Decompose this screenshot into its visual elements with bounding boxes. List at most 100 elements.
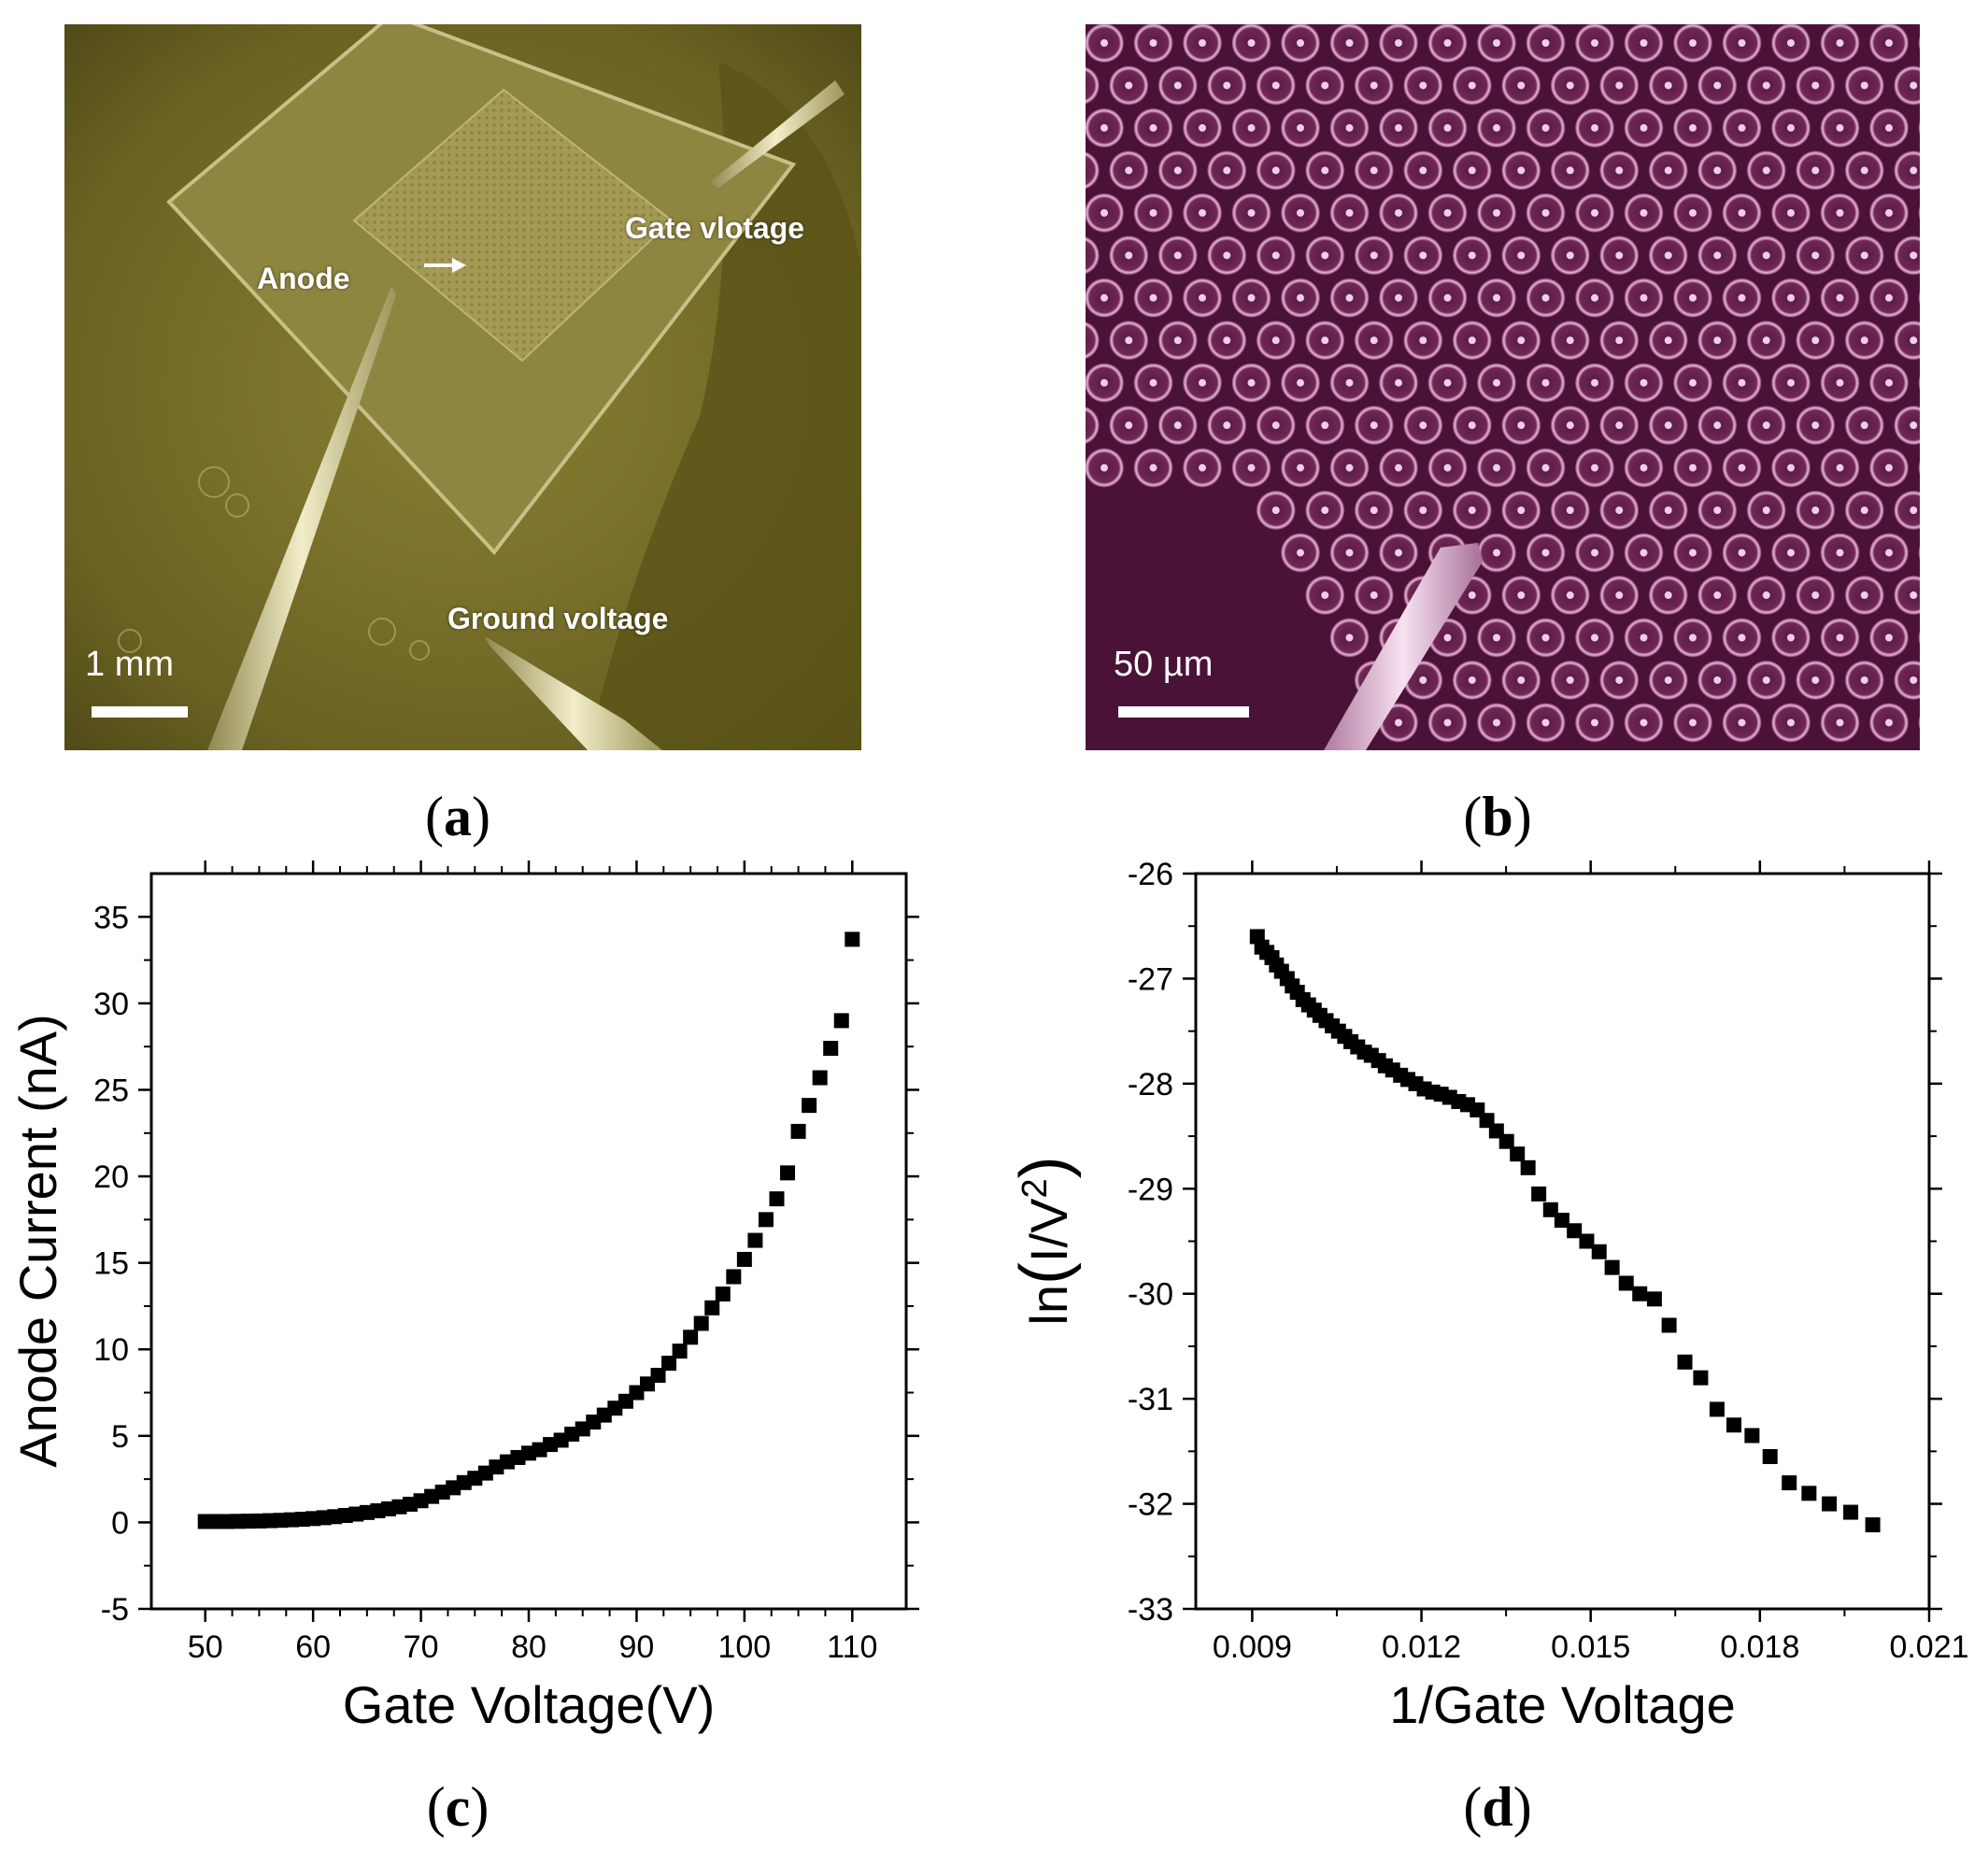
emitter-tip	[1271, 336, 1280, 345]
y-tick-label: 5	[111, 1419, 129, 1455]
emitter-tip	[1713, 591, 1722, 600]
x-tick-label: 90	[619, 1629, 655, 1665]
emitter-cell	[1918, 375, 1920, 391]
emitter-tip	[1860, 336, 1868, 345]
emitter-tip	[1541, 548, 1550, 557]
emitter-tip	[1297, 378, 1304, 387]
emitter-tip	[1493, 123, 1500, 132]
emitter-tip	[1640, 548, 1648, 557]
data-point	[1677, 1354, 1693, 1370]
emitter-tip	[1885, 39, 1893, 47]
emitter-tip	[1493, 378, 1500, 387]
emitter-tip	[1321, 166, 1329, 175]
emitter-tip	[1811, 421, 1820, 430]
data-point	[845, 932, 860, 947]
emitter-tip	[1345, 208, 1354, 217]
emitter-tip	[1419, 81, 1427, 90]
caption-d: (d)	[1463, 1776, 1532, 1838]
emitter-tip	[1664, 336, 1672, 345]
emitter-tip	[1493, 463, 1500, 472]
emitter-tip	[1297, 39, 1304, 47]
emitter-tip	[1100, 378, 1108, 387]
emitter-tip	[1591, 293, 1598, 302]
y-tick-label: -31	[1128, 1382, 1173, 1417]
emitter-tip	[1345, 293, 1354, 302]
x-tick-label: 80	[511, 1629, 547, 1665]
emitter-cell	[1086, 66, 1100, 105]
emitter-tip	[1419, 421, 1427, 430]
y-tick-label: -33	[1128, 1592, 1173, 1628]
y-tick-label: -32	[1128, 1487, 1173, 1523]
emitter-tip	[1297, 293, 1304, 302]
emitter-cell	[1918, 545, 1920, 561]
emitter-cell	[1894, 65, 1920, 106]
emitter-cell	[1086, 406, 1100, 445]
emitter-tip	[1615, 506, 1624, 515]
emitter-tip	[1664, 421, 1672, 430]
data-point	[1843, 1504, 1859, 1520]
emitter-tip	[1664, 676, 1672, 684]
y-tick-label: 30	[93, 987, 129, 1022]
data-point	[1661, 1317, 1677, 1333]
emitter-tip	[1370, 506, 1378, 515]
emitter-tip	[1787, 208, 1795, 217]
emitter-tip	[1443, 293, 1452, 302]
data-point	[833, 1013, 849, 1029]
emitter-cell	[1918, 291, 1920, 306]
emitter-tip	[1787, 718, 1795, 727]
emitter-tip	[1566, 506, 1574, 515]
emitter-tip	[1247, 123, 1256, 132]
data-point	[769, 1191, 785, 1207]
emitter-tip	[1541, 208, 1550, 217]
emitter-tip	[1493, 293, 1500, 302]
y-tick-label: 20	[93, 1159, 129, 1195]
emitter-tip	[1860, 676, 1868, 684]
emitter-tip	[1640, 208, 1648, 217]
data-point	[1782, 1475, 1797, 1491]
plot-frame	[149, 872, 908, 1611]
emitter-tip	[1591, 39, 1598, 47]
emitter-tip	[1345, 633, 1354, 642]
emitter-tip	[1811, 166, 1820, 175]
data-point	[1762, 1448, 1778, 1464]
scale-bar-label: 50 µm	[1114, 645, 1214, 684]
emitter-tip	[1395, 548, 1402, 557]
emitter-tip	[1836, 39, 1844, 47]
emitter-tip	[1199, 123, 1206, 132]
emitter-tip	[1738, 633, 1746, 642]
emitter-tip	[1297, 463, 1304, 472]
emitter-tip	[1468, 591, 1476, 600]
emitter-tip	[1738, 39, 1746, 47]
x-tick-label: 110	[827, 1629, 877, 1665]
emitter-tip	[1566, 251, 1574, 260]
emitter-tip	[1100, 39, 1108, 47]
emitter-tip	[1566, 336, 1574, 345]
caption-b: (b)	[1463, 786, 1532, 847]
emitter-cell	[1918, 715, 1920, 731]
data-point	[650, 1368, 666, 1384]
data-point	[1744, 1428, 1760, 1444]
data-point	[1632, 1286, 1648, 1301]
data-point	[1801, 1486, 1817, 1501]
data-point	[758, 1212, 774, 1228]
emitter-tip	[1370, 166, 1378, 175]
emitter-tip	[1836, 208, 1844, 217]
emitter-tip	[1247, 293, 1256, 302]
x-tick-label: 100	[717, 1629, 771, 1665]
emitter-tip	[1615, 251, 1624, 260]
emitter-tip	[1395, 718, 1402, 727]
data-point	[683, 1330, 699, 1345]
emitter-tip	[1223, 251, 1231, 260]
emitter-cell	[1086, 151, 1100, 190]
y-tick-label: 10	[93, 1332, 129, 1368]
data-point	[1693, 1370, 1709, 1386]
emitter-tip	[1738, 123, 1746, 132]
emitter-tip	[1517, 421, 1526, 430]
emitter-tip	[1468, 336, 1476, 345]
emitter-tip	[1125, 251, 1133, 260]
emitter-cell	[1918, 206, 1920, 220]
emitter-cell	[1894, 320, 1920, 361]
emitter-tip	[1713, 421, 1722, 430]
emitter-tip	[1640, 378, 1648, 387]
emitter-tip	[1395, 39, 1402, 47]
